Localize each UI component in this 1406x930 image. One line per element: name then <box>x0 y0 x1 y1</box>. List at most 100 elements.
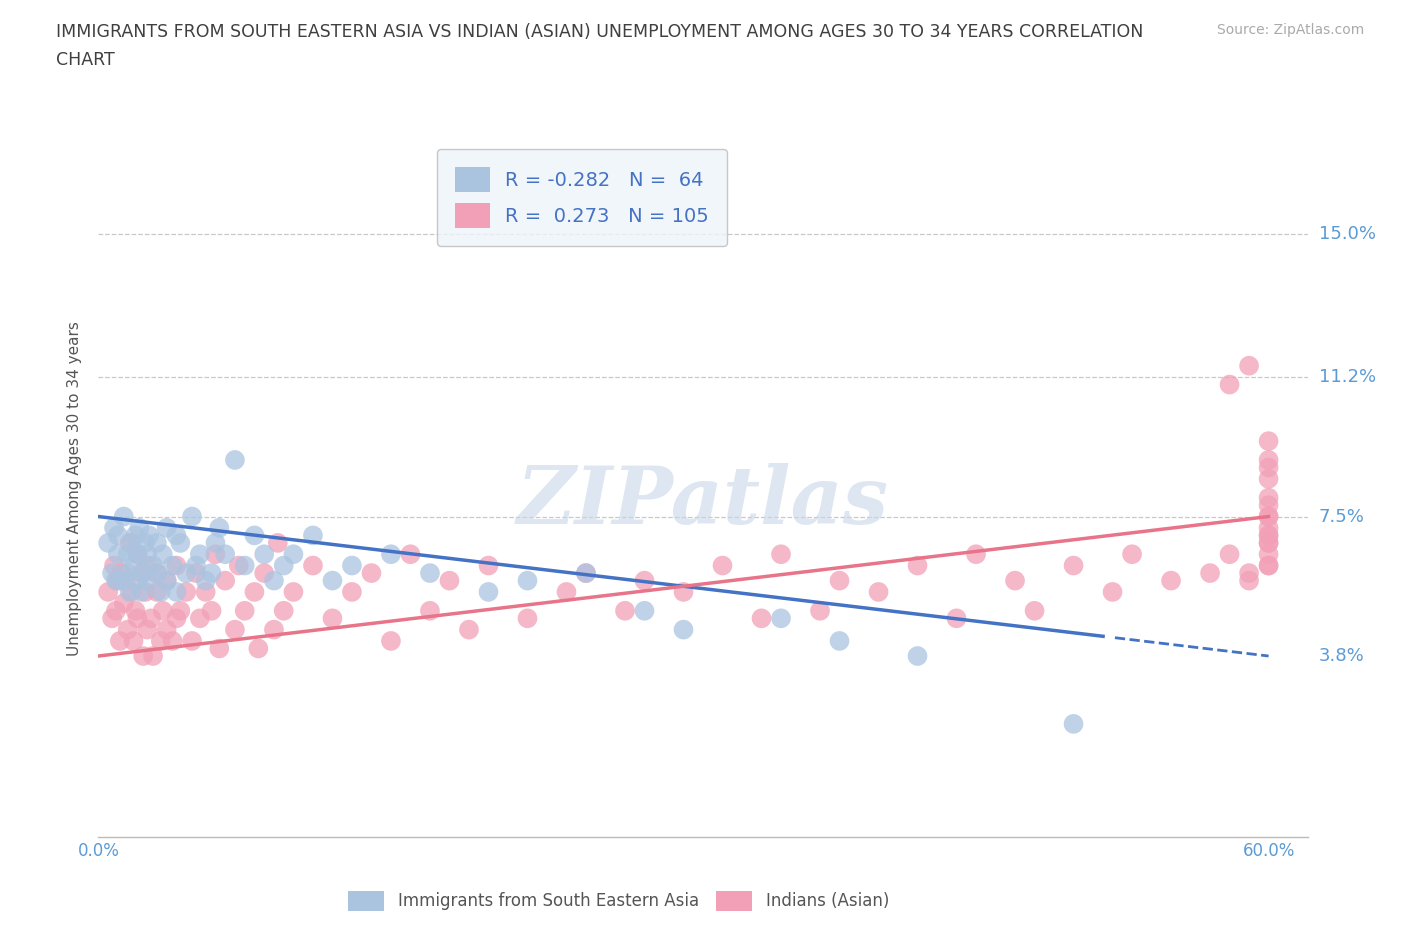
Point <box>156 622 179 637</box>
Point <box>97 536 120 551</box>
Point <box>283 584 305 599</box>
Point <box>1024 604 1046 618</box>
Point <box>769 611 792 626</box>
Point <box>1219 378 1241 392</box>
Point <box>132 565 155 580</box>
Point <box>1063 716 1085 731</box>
Point <box>399 547 422 562</box>
Point <box>1257 521 1279 536</box>
Point <box>1063 558 1085 573</box>
Point <box>1257 472 1279 486</box>
Point <box>107 528 129 543</box>
Point <box>214 547 236 562</box>
Point <box>516 611 538 626</box>
Point <box>1199 565 1222 580</box>
Point <box>614 604 637 618</box>
Point <box>112 596 135 611</box>
Point <box>439 573 461 588</box>
Point <box>247 641 270 656</box>
Point <box>1257 547 1279 562</box>
Point <box>477 558 499 573</box>
Point <box>101 611 124 626</box>
Point <box>263 573 285 588</box>
Point <box>808 604 831 618</box>
Point <box>1101 584 1123 599</box>
Point <box>121 584 143 599</box>
Point <box>1257 509 1279 524</box>
Point <box>828 633 851 648</box>
Point <box>132 648 155 663</box>
Y-axis label: Unemployment Among Ages 30 to 34 years: Unemployment Among Ages 30 to 34 years <box>67 321 83 656</box>
Point <box>1004 573 1026 588</box>
Point <box>111 565 134 580</box>
Point <box>380 633 402 648</box>
Point <box>1257 528 1279 543</box>
Text: CHART: CHART <box>56 51 115 69</box>
Text: 11.2%: 11.2% <box>1319 368 1376 386</box>
Point <box>340 558 363 573</box>
Point <box>477 584 499 599</box>
Text: 15.0%: 15.0% <box>1319 225 1375 243</box>
Point <box>253 547 276 562</box>
Point <box>1219 547 1241 562</box>
Text: ZIPatlas: ZIPatlas <box>517 463 889 541</box>
Point <box>103 558 125 573</box>
Point <box>200 565 222 580</box>
Point <box>188 547 211 562</box>
Point <box>1257 433 1279 448</box>
Point <box>194 573 217 588</box>
Point <box>184 565 207 580</box>
Point <box>1121 547 1143 562</box>
Point <box>1237 573 1260 588</box>
Point <box>152 604 174 618</box>
Point <box>152 547 174 562</box>
Point <box>131 584 153 599</box>
Point <box>134 584 156 599</box>
Point <box>107 573 129 588</box>
Point <box>142 648 165 663</box>
Point <box>103 521 125 536</box>
Point <box>253 565 276 580</box>
Point <box>1257 490 1279 505</box>
Point <box>142 558 165 573</box>
Point <box>273 558 295 573</box>
Point <box>127 547 149 562</box>
Text: IMMIGRANTS FROM SOUTH EASTERN ASIA VS INDIAN (ASIAN) UNEMPLOYMENT AMONG AGES 30 : IMMIGRANTS FROM SOUTH EASTERN ASIA VS IN… <box>56 23 1143 41</box>
Point <box>1257 509 1279 524</box>
Point <box>149 584 172 599</box>
Point <box>321 611 343 626</box>
Point <box>114 573 136 588</box>
Point <box>204 536 226 551</box>
Point <box>1237 358 1260 373</box>
Point <box>169 604 191 618</box>
Point <box>122 558 145 573</box>
Point <box>128 521 150 536</box>
Point <box>136 558 159 573</box>
Point <box>117 622 139 637</box>
Point <box>111 573 134 588</box>
Point <box>136 573 159 588</box>
Point <box>169 536 191 551</box>
Point <box>104 573 127 588</box>
Point <box>267 536 290 551</box>
Point <box>945 611 967 626</box>
Point <box>188 611 211 626</box>
Point <box>200 604 222 618</box>
Point <box>156 521 179 536</box>
Point <box>107 547 129 562</box>
Point <box>208 641 231 656</box>
Point <box>104 604 127 618</box>
Point <box>965 547 987 562</box>
Point <box>273 604 295 618</box>
Point <box>575 565 598 580</box>
Point <box>139 611 162 626</box>
Point <box>118 584 141 599</box>
Point <box>380 547 402 562</box>
Point <box>138 528 160 543</box>
Point <box>340 584 363 599</box>
Point <box>146 565 169 580</box>
Point <box>1257 528 1279 543</box>
Point <box>283 547 305 562</box>
Point <box>1237 565 1260 580</box>
Point <box>146 565 169 580</box>
